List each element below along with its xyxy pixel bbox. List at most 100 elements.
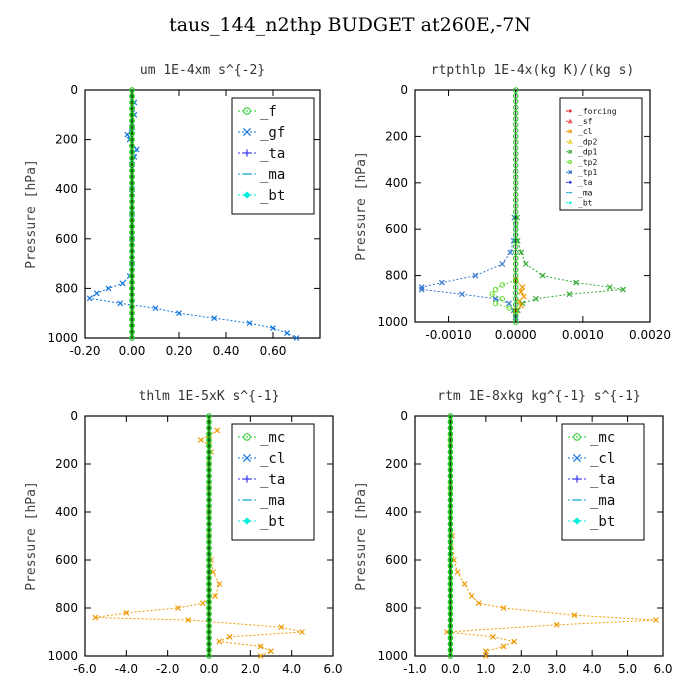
data-point	[206, 491, 212, 497]
data-point	[152, 305, 159, 312]
legend-marker	[573, 517, 581, 525]
y-tick-label: 400	[55, 505, 78, 519]
data-point	[512, 319, 519, 325]
series-line-dp1	[515, 217, 624, 318]
data-point	[512, 238, 519, 244]
data-point	[447, 473, 454, 479]
data-point	[512, 104, 519, 111]
legend-marker	[573, 433, 581, 441]
legend-entry: _gf	[260, 125, 285, 141]
data-point	[206, 641, 212, 647]
data-point	[482, 653, 489, 659]
data-point	[447, 587, 454, 593]
legend-box	[231, 97, 315, 215]
data-point	[211, 315, 218, 322]
data-point	[500, 605, 507, 611]
data-point	[512, 139, 519, 145]
data-point	[129, 155, 135, 161]
legend-marker	[573, 475, 581, 483]
data-point	[257, 643, 264, 650]
x-tick-label: 4.0	[282, 662, 301, 676]
data-point	[206, 563, 212, 569]
data-point	[129, 304, 135, 310]
data-point	[129, 335, 135, 341]
data-point	[206, 623, 212, 629]
data-point	[206, 521, 212, 527]
data-point	[216, 638, 223, 645]
data-point	[206, 611, 212, 617]
data-point	[512, 110, 519, 116]
legend-entry: _mc	[590, 430, 615, 446]
data-point	[124, 131, 131, 138]
data-point	[447, 491, 454, 497]
data-point	[129, 248, 135, 254]
data-point	[447, 617, 454, 623]
data-point	[206, 413, 212, 419]
data-point	[129, 267, 135, 273]
data-point	[447, 605, 454, 611]
data-point	[206, 473, 212, 479]
data-point	[512, 313, 519, 319]
data-point	[447, 485, 454, 491]
data-point	[512, 296, 519, 302]
data-point	[206, 593, 212, 599]
data-point	[512, 307, 519, 314]
data-point	[447, 431, 454, 437]
legend-marker	[243, 107, 251, 115]
data-point	[512, 145, 519, 151]
data-point	[652, 617, 659, 623]
data-point	[133, 146, 140, 153]
legend-entry: _sf	[578, 117, 593, 126]
data-point	[129, 198, 135, 205]
legend-entry: _tp1	[578, 168, 597, 177]
data-point	[129, 236, 135, 242]
data-point	[512, 290, 519, 296]
data-point	[206, 467, 212, 473]
data-point	[475, 600, 482, 607]
legend-marker	[568, 109, 572, 113]
data-point	[447, 497, 454, 503]
data-point	[206, 509, 212, 515]
data-point	[268, 648, 274, 655]
data-point	[447, 413, 454, 419]
data-point	[129, 124, 135, 130]
data-point	[499, 282, 506, 288]
data-point	[447, 629, 454, 635]
legend-marker	[572, 453, 582, 463]
data-point	[492, 300, 499, 307]
y-tick-label: 0	[70, 409, 78, 423]
legend-marker	[243, 191, 251, 199]
data-point	[447, 437, 454, 443]
data-point	[206, 515, 212, 521]
legend-marker	[568, 160, 572, 164]
x-tick-label: 0.0020	[629, 328, 671, 342]
data-point	[512, 191, 519, 198]
data-point	[518, 249, 525, 256]
data-point	[520, 293, 527, 300]
data-point	[129, 186, 135, 192]
data-point	[447, 635, 454, 641]
data-point	[512, 180, 519, 186]
data-point	[293, 335, 300, 341]
data-point	[553, 621, 560, 628]
data-point	[499, 296, 506, 302]
data-point	[512, 243, 519, 250]
data-point	[129, 136, 135, 143]
data-point	[206, 485, 212, 491]
y-tick-label: 800	[55, 601, 78, 615]
x-tick-label: 4.0	[583, 662, 602, 676]
data-point	[512, 162, 519, 169]
y-axis-label: Pressure [hPa]	[24, 159, 39, 269]
data-point	[176, 310, 182, 317]
data-point	[246, 320, 253, 327]
data-point	[185, 617, 192, 623]
data-point	[199, 600, 206, 607]
data-point	[214, 427, 221, 434]
y-tick-label: 0	[400, 409, 408, 423]
data-point	[512, 249, 519, 256]
data-point	[418, 286, 425, 293]
data-point	[206, 419, 212, 425]
data-point	[129, 298, 135, 304]
y-tick-label: 0	[70, 83, 78, 97]
legend-marker	[567, 118, 573, 124]
